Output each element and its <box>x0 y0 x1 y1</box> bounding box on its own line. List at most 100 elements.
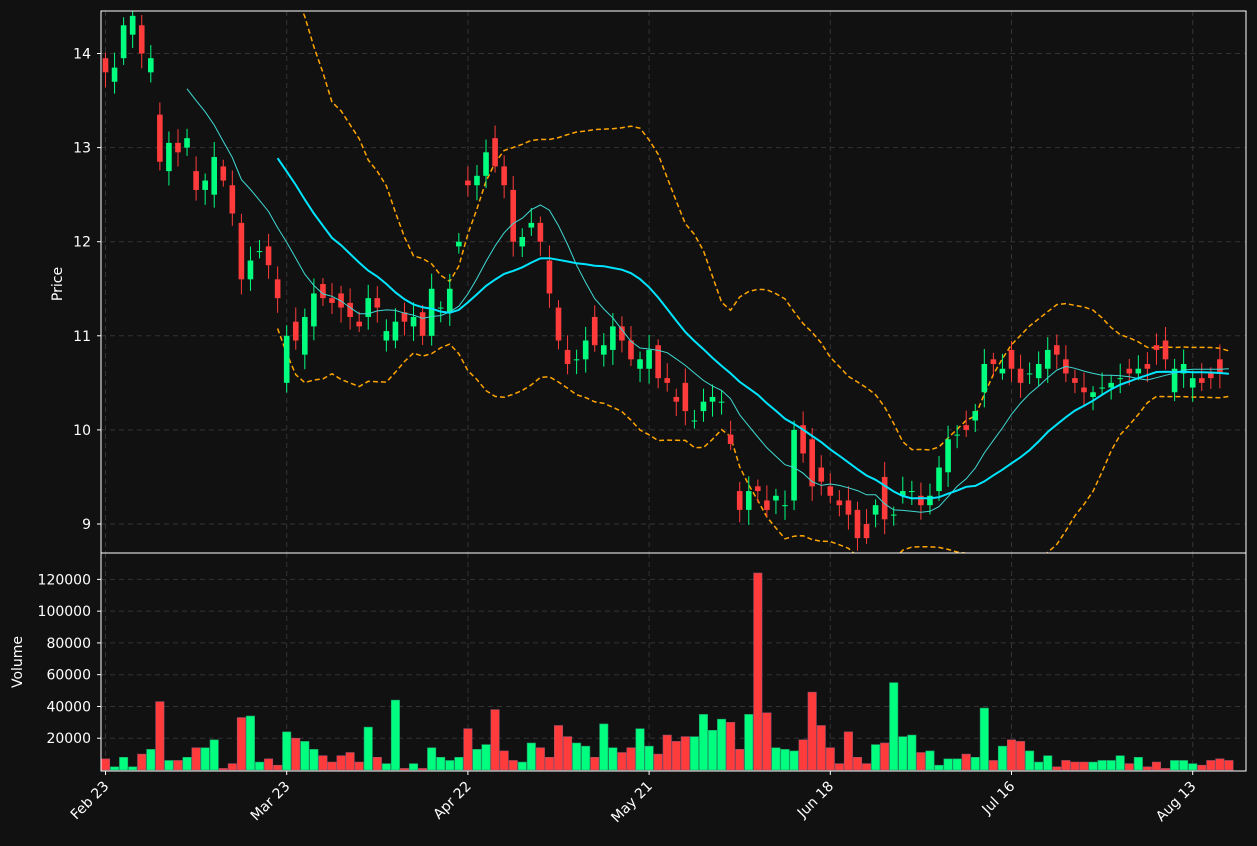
candle-body <box>564 349 571 365</box>
volume-bar <box>825 747 835 771</box>
volume-bar <box>880 742 890 771</box>
price-y-tick-label: 9 <box>82 517 91 533</box>
candle-body <box>419 312 426 336</box>
candle-body <box>927 495 933 506</box>
volume-bar <box>1151 761 1161 771</box>
candle-body <box>247 260 254 280</box>
candle-body <box>764 500 770 510</box>
bollinger-bands <box>276 11 1230 553</box>
volume-bar <box>327 761 337 771</box>
volume-bar <box>1142 766 1152 771</box>
candle-body <box>1217 359 1223 374</box>
volume-bar <box>191 747 201 771</box>
candle-body <box>528 222 535 228</box>
volume-bar <box>282 731 292 771</box>
candle-body <box>573 359 580 361</box>
volume-bar <box>617 752 627 771</box>
volume-bar <box>635 728 645 771</box>
volume-bar <box>943 758 953 771</box>
volume-y-tick-label: 20000 <box>46 731 91 747</box>
volume-bar <box>155 701 165 771</box>
candle-body <box>736 491 743 510</box>
candle-body <box>845 500 852 515</box>
candle-body <box>329 298 335 303</box>
volume-bar <box>952 758 962 771</box>
candle-body <box>311 293 317 327</box>
volume-bar <box>970 756 980 771</box>
candle-body <box>356 321 362 327</box>
candle-body <box>709 396 716 402</box>
volume-bar <box>110 766 120 771</box>
candle-body <box>175 142 181 153</box>
bollinger-upper-line <box>301 11 1230 451</box>
candle-body <box>283 335 290 383</box>
volume-bar <box>209 739 219 771</box>
candle-body <box>773 495 779 501</box>
volume-bar <box>1179 760 1189 771</box>
candle-body <box>619 326 625 341</box>
volume-bar <box>409 763 419 771</box>
candle-body <box>827 486 834 496</box>
candle-body <box>184 138 190 148</box>
candle-body <box>800 425 806 454</box>
volume-bar <box>644 745 654 771</box>
volume-bar <box>463 728 473 771</box>
volume-bar <box>753 572 763 771</box>
candle-body <box>111 67 118 82</box>
candle-body <box>1017 368 1024 383</box>
candle-body <box>465 180 471 186</box>
volume-bar <box>381 763 391 771</box>
candle-body <box>972 411 979 421</box>
candle-body <box>1072 378 1078 383</box>
volume-bar <box>1097 760 1107 771</box>
volume-bar <box>1206 760 1216 771</box>
volume-bar <box>245 715 255 771</box>
volume-bar <box>871 744 881 771</box>
candle-body <box>193 171 199 190</box>
price-axis-label: Price <box>50 267 66 301</box>
volume-bar <box>336 755 346 771</box>
candle-body <box>1044 349 1051 369</box>
candle-body <box>691 420 698 422</box>
candle-body <box>537 222 544 242</box>
price-grid <box>101 11 1246 553</box>
candle-body <box>1198 378 1205 383</box>
volume-bar <box>273 764 283 771</box>
volume-bar <box>662 734 672 771</box>
candle-body <box>890 514 897 516</box>
price-y-ticks: 9 10 11 12 13 14 <box>73 47 101 533</box>
candle-body <box>120 25 127 59</box>
candle-body <box>1162 340 1169 360</box>
volume-bar <box>236 717 246 771</box>
candle-body <box>1008 349 1015 369</box>
volume-bar <box>445 760 455 771</box>
volume-bar <box>1215 758 1225 771</box>
moving-averages <box>186 88 1229 513</box>
candle-body <box>727 434 734 445</box>
candle-body <box>1035 364 1042 379</box>
volume-bar <box>916 752 926 771</box>
volume-y-tick-label: 120000 <box>38 572 91 588</box>
candle-body <box>700 401 707 412</box>
candle-body <box>1135 368 1142 374</box>
candle-body <box>1144 364 1151 369</box>
candle-body <box>347 302 353 317</box>
volume-bar <box>128 766 138 771</box>
volume-bar <box>227 763 237 771</box>
volume-bar <box>300 741 310 771</box>
volume-y-tick-label: 80000 <box>46 636 91 652</box>
candle-body <box>474 175 480 186</box>
candle-body <box>238 222 245 280</box>
candle-body <box>981 364 988 393</box>
candle-body <box>392 321 399 341</box>
candle-body <box>682 382 689 412</box>
volume-bar <box>354 761 364 771</box>
candle-body <box>546 260 553 294</box>
volume-bar <box>526 742 536 771</box>
volume-bar <box>200 747 210 771</box>
candle-body <box>437 307 444 309</box>
candle-body <box>1171 368 1178 393</box>
volume-bar <box>1224 760 1234 771</box>
volume-bar <box>390 699 400 771</box>
volume-bar <box>173 760 183 771</box>
